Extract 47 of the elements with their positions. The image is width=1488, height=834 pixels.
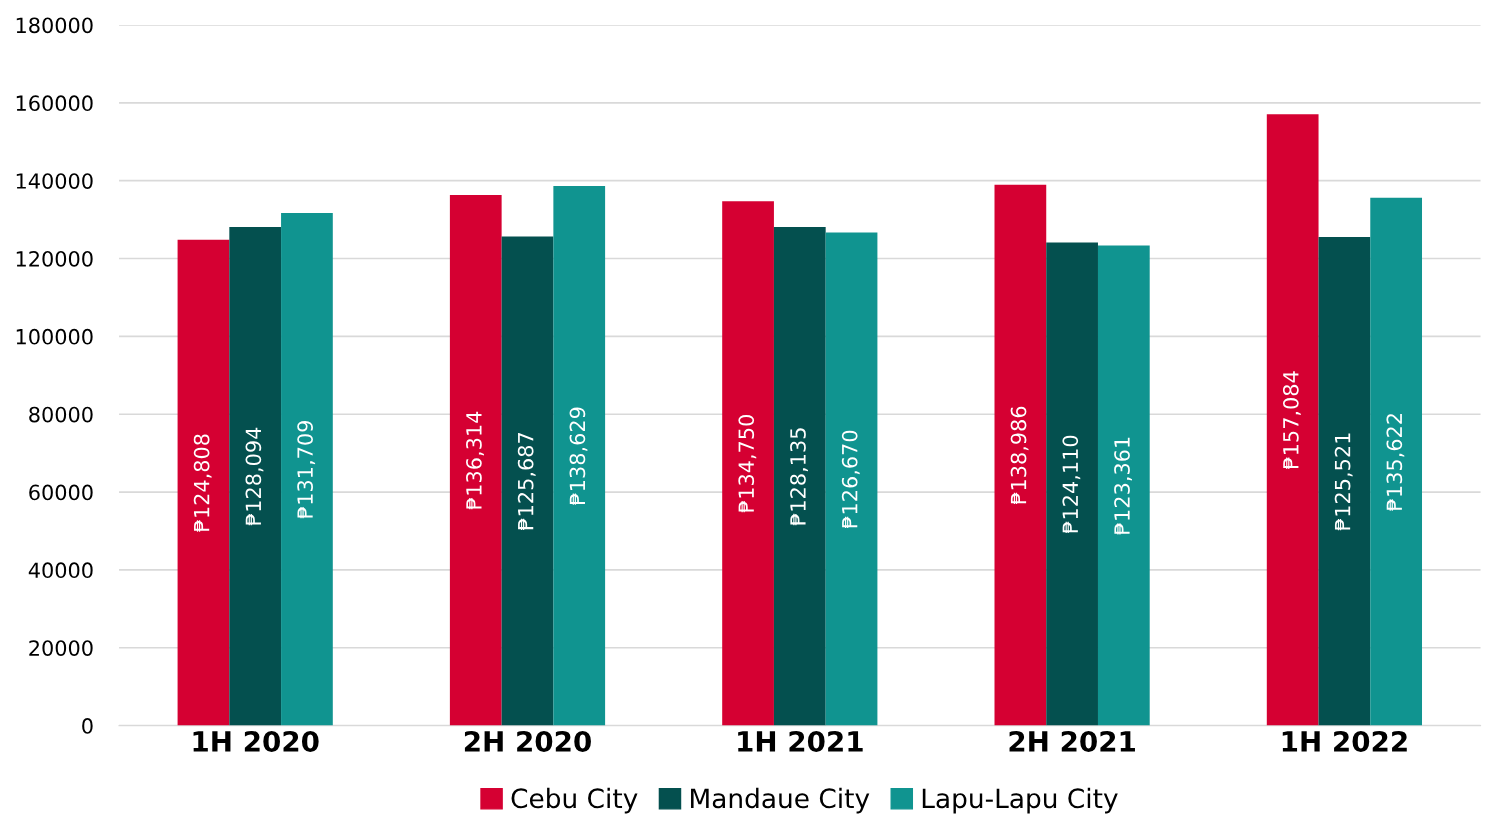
data-label: ₱138,629 — [569, 407, 588, 505]
x-tick-label: 1H 2022 — [1282, 730, 1407, 752]
data-label: ₱134,750 — [738, 415, 757, 513]
data-label: ₱124,110 — [1062, 435, 1081, 534]
bar — [553, 186, 606, 726]
data-label: ₱157,084 — [1282, 371, 1301, 469]
y-tick-label: 0 — [82, 718, 93, 734]
data-label: ₱128,094 — [245, 427, 264, 526]
data-label: ₱126,670 — [841, 430, 860, 529]
y-tick-label: 140000 — [16, 173, 93, 189]
legend-label: Mandaue City — [691, 787, 870, 814]
bar — [449, 195, 502, 726]
data-label: ₱125,687 — [517, 433, 536, 530]
data-label: ₱136,314 — [466, 411, 484, 510]
data-label: ₱135,622 — [1386, 414, 1405, 511]
x-tick-label: 2H 2021 — [1009, 730, 1135, 752]
x-tick-label: 2H 2020 — [464, 730, 591, 752]
bar — [501, 236, 554, 726]
y-tick-label: 100000 — [16, 328, 93, 345]
legend-label: Lapu-Lapu City — [922, 787, 1118, 814]
bar — [281, 212, 333, 726]
y-tick-label: 80000 — [29, 406, 93, 423]
data-label: ₱125,521 — [1334, 433, 1353, 531]
data-label: ₱124,808 — [193, 434, 212, 532]
bar — [994, 184, 1047, 726]
bar — [1097, 245, 1150, 726]
x-tick-label: 1H 2021 — [738, 730, 863, 752]
y-tick-label: 40000 — [28, 562, 93, 579]
bar — [773, 226, 826, 726]
data-label: ₱123,361 — [1114, 437, 1133, 535]
data-label: ₱138,986 — [1010, 406, 1029, 505]
legend-label: Cebu City — [511, 787, 638, 814]
y-tick-label: 160000 — [16, 95, 93, 112]
bar — [1046, 242, 1098, 726]
bar — [825, 232, 878, 726]
y-tick-label: 180000 — [16, 17, 93, 34]
x-tick-label: 1H 2020 — [193, 730, 319, 752]
data-label: ₱128,135 — [790, 428, 808, 526]
bar — [1370, 197, 1423, 726]
bar — [722, 201, 774, 726]
y-tick-label: 120000 — [16, 250, 93, 267]
data-label: ₱131,709 — [297, 421, 316, 519]
bar — [1318, 237, 1371, 726]
y-tick-label: 20000 — [29, 640, 93, 656]
bar — [177, 239, 230, 726]
y-tick-label: 60000 — [29, 484, 93, 501]
bar — [229, 227, 282, 726]
